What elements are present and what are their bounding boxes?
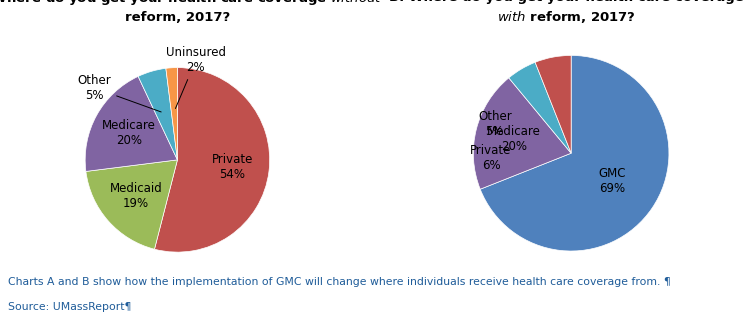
Text: Other
5%: Other 5% <box>478 110 512 138</box>
Title: A. Where do you get your health care coverage $\it{without}$
reform, 2017?: A. Where do you get your health care cov… <box>0 0 383 23</box>
Wedge shape <box>535 55 571 153</box>
Wedge shape <box>166 67 177 160</box>
Text: Other
5%: Other 5% <box>78 74 161 112</box>
Text: Source: UMassReport¶: Source: UMassReport¶ <box>8 302 131 312</box>
Text: Private
54%: Private 54% <box>211 153 253 181</box>
Wedge shape <box>85 76 177 171</box>
Wedge shape <box>473 78 571 189</box>
Text: Medicare
20%: Medicare 20% <box>488 125 541 153</box>
Wedge shape <box>480 55 669 251</box>
Title: B. Where do you get your health care coverage
$\it{with}$ reform, 2017?: B. Where do you get your health care cov… <box>389 0 744 24</box>
Text: Private
6%: Private 6% <box>470 144 512 172</box>
Text: GMC
69%: GMC 69% <box>599 167 626 195</box>
Wedge shape <box>155 67 270 252</box>
Text: Uninsured
2%: Uninsured 2% <box>166 46 226 109</box>
Wedge shape <box>509 62 571 153</box>
Wedge shape <box>86 160 177 249</box>
Text: Charts A and B show how the implementation of GMC will change where individuals : Charts A and B show how the implementati… <box>8 277 670 287</box>
Text: Medicaid
19%: Medicaid 19% <box>109 183 162 211</box>
Text: Medicare
20%: Medicare 20% <box>102 119 156 147</box>
Wedge shape <box>138 68 177 160</box>
